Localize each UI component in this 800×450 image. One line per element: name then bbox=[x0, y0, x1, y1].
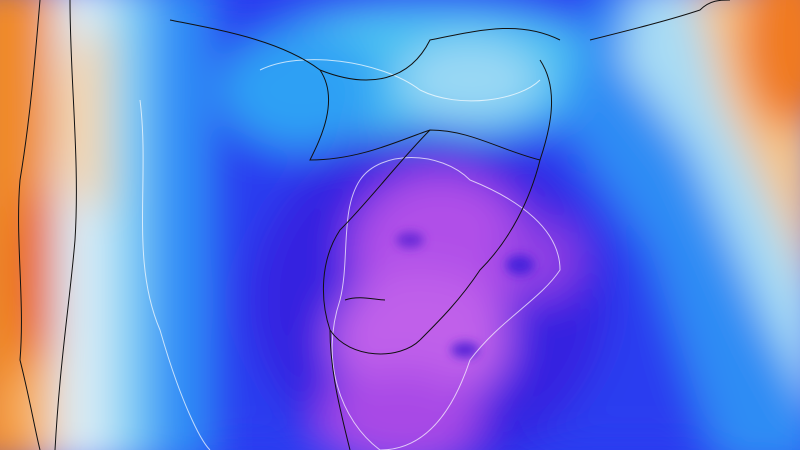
coastline bbox=[589, 0, 731, 41]
cool-area-northwest bbox=[220, 30, 380, 150]
contour bbox=[259, 59, 541, 102]
border bbox=[319, 27, 561, 81]
coastline bbox=[419, 59, 552, 341]
warm-core-west bbox=[15, 190, 65, 350]
lake bbox=[344, 297, 386, 301]
contour bbox=[139, 99, 211, 450]
cold-spot bbox=[451, 342, 479, 358]
color-details bbox=[396, 232, 534, 358]
border bbox=[169, 19, 541, 161]
very-cold-area-east bbox=[500, 220, 580, 300]
border bbox=[323, 129, 431, 355]
borders bbox=[18, 0, 731, 450]
cold-spot bbox=[506, 255, 534, 275]
border bbox=[54, 0, 77, 450]
contour-lines bbox=[139, 59, 561, 450]
cold-band-west bbox=[150, 0, 210, 450]
border bbox=[18, 0, 41, 450]
warm-area-northeast bbox=[740, 0, 800, 130]
cold-spot bbox=[396, 232, 424, 248]
mild-area-north bbox=[400, 40, 540, 120]
contour bbox=[331, 157, 561, 450]
coastline bbox=[329, 329, 351, 450]
